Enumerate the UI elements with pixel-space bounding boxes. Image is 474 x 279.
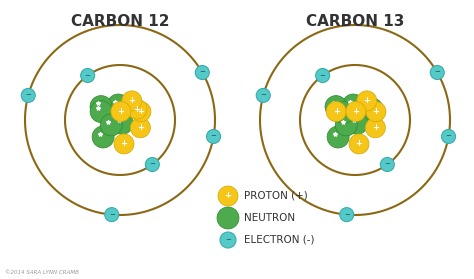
Text: −: − [225, 237, 231, 243]
Circle shape [100, 114, 122, 136]
Circle shape [361, 98, 383, 120]
Text: +: + [352, 107, 359, 116]
Circle shape [92, 126, 114, 148]
Circle shape [335, 114, 357, 136]
Text: PROTON (+): PROTON (+) [244, 191, 308, 201]
Circle shape [326, 102, 346, 122]
Circle shape [195, 66, 210, 80]
Text: +: + [120, 140, 128, 148]
Text: +: + [333, 107, 340, 116]
Text: −: − [149, 162, 155, 167]
Circle shape [325, 96, 347, 117]
Circle shape [90, 100, 112, 122]
Text: CARBON 13: CARBON 13 [306, 14, 404, 29]
Circle shape [122, 91, 142, 111]
Circle shape [333, 102, 355, 124]
Circle shape [114, 134, 134, 154]
Circle shape [127, 99, 147, 119]
Text: +: + [356, 140, 363, 148]
Circle shape [90, 96, 112, 117]
Circle shape [217, 207, 239, 229]
Text: +: + [118, 107, 124, 116]
Text: +: + [372, 123, 379, 132]
Circle shape [342, 94, 365, 116]
Circle shape [346, 112, 368, 134]
Circle shape [349, 134, 369, 154]
Circle shape [130, 118, 150, 138]
Text: NEUTRON: NEUTRON [244, 213, 295, 223]
Text: −: − [25, 92, 31, 98]
Circle shape [442, 129, 456, 143]
Text: +: + [137, 123, 144, 132]
Circle shape [380, 158, 394, 172]
Text: +: + [373, 107, 380, 116]
Text: +: + [134, 105, 140, 114]
Circle shape [366, 102, 386, 122]
Text: +: + [128, 96, 135, 105]
Circle shape [146, 158, 159, 172]
Circle shape [218, 186, 238, 206]
Circle shape [81, 69, 95, 83]
Text: ELECTRON (-): ELECTRON (-) [244, 235, 315, 245]
Text: −: − [210, 133, 217, 140]
Circle shape [131, 102, 151, 122]
Text: −: − [320, 73, 326, 78]
Circle shape [111, 102, 131, 122]
Text: −: − [446, 133, 452, 140]
Circle shape [430, 66, 444, 80]
Text: −: − [260, 92, 266, 98]
Text: −: − [200, 69, 205, 76]
Circle shape [327, 126, 349, 148]
Circle shape [357, 91, 377, 111]
Circle shape [316, 69, 330, 83]
Text: −: − [384, 162, 390, 167]
Circle shape [207, 129, 220, 143]
Text: CARBON 12: CARBON 12 [71, 14, 169, 29]
Text: −: − [344, 212, 350, 218]
Circle shape [111, 112, 133, 134]
Text: +: + [137, 107, 145, 116]
Text: −: − [109, 212, 115, 218]
Text: +: + [225, 191, 231, 201]
Circle shape [340, 208, 354, 222]
Text: −: − [85, 73, 91, 78]
Circle shape [220, 232, 236, 248]
Circle shape [365, 118, 385, 138]
Circle shape [21, 88, 35, 102]
Circle shape [346, 102, 366, 122]
Text: +: + [364, 96, 370, 105]
Circle shape [105, 208, 118, 222]
Circle shape [256, 88, 270, 102]
Text: −: − [434, 69, 440, 76]
Circle shape [107, 94, 129, 116]
Text: ©2014 SARA LYNN CRAMB: ©2014 SARA LYNN CRAMB [5, 270, 79, 275]
